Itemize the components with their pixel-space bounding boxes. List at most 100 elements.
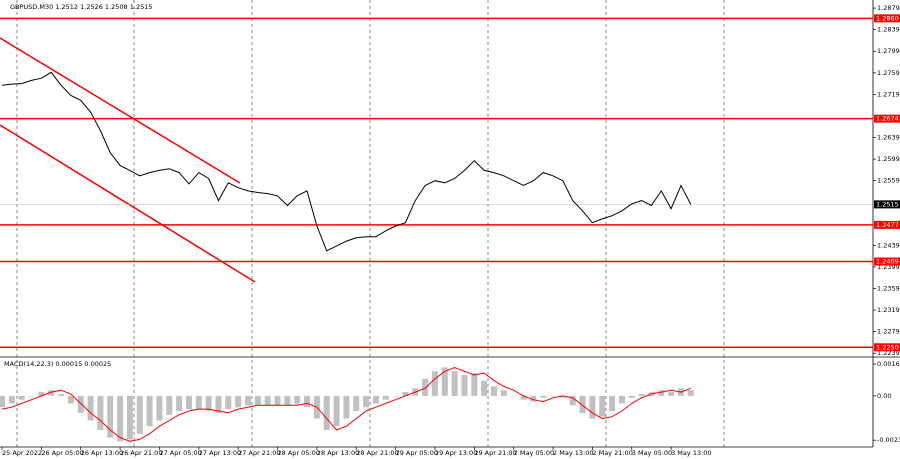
histogram-bar <box>225 395 232 410</box>
x-tick-label: 28 Apr 13:00 <box>317 449 359 457</box>
histogram-bar <box>471 373 478 396</box>
x-tick-label: 2 May 05:00 <box>514 449 554 457</box>
y-tick-label: 1.2399 <box>877 263 900 271</box>
histogram-bar <box>559 395 566 398</box>
histogram-bar <box>8 395 15 404</box>
histogram-bar <box>422 378 429 396</box>
histogram-bar <box>530 395 537 402</box>
x-tick-label: 27 Apr 21:00 <box>238 449 280 457</box>
histogram-bar <box>87 395 94 421</box>
x-tick-label: 28 Apr 21:00 <box>356 449 398 457</box>
histogram-bar <box>609 395 616 412</box>
trend-line <box>0 37 241 184</box>
histogram-bar <box>235 395 242 408</box>
histogram-bar <box>48 390 55 396</box>
histogram-bar <box>668 392 675 396</box>
y-tick-label: 1.2799 <box>877 47 900 55</box>
histogram-bar <box>18 395 25 400</box>
histogram-bar <box>510 395 517 397</box>
x-tick-label: 3 May 13:00 <box>671 449 711 457</box>
histogram-bar <box>245 395 251 406</box>
x-tick-label: 27 Apr 13:00 <box>199 449 241 457</box>
histogram-bar <box>628 395 635 398</box>
y-tick-label: 1.2839 <box>877 26 900 34</box>
period-separators <box>16 0 725 447</box>
histogram-bar <box>579 395 586 413</box>
y-tick-label: 1.2559 <box>877 177 900 185</box>
histogram-bar <box>58 393 65 396</box>
histogram-bar <box>166 395 173 415</box>
histogram-bar <box>343 395 350 419</box>
histogram-bar <box>117 395 124 442</box>
price-line <box>1 71 692 252</box>
histogram-bar <box>569 395 576 406</box>
histogram-bar <box>363 395 370 408</box>
y-tick-label: 1.2759 <box>877 69 900 77</box>
histogram-bar <box>205 395 212 412</box>
histogram-bar <box>274 395 281 406</box>
last-price-label: 1.2515 <box>876 200 899 208</box>
y-tick-label: 1.2359 <box>877 285 900 293</box>
chart-title: GBPUSD,M30 1.2512 1.2526 1.2508 1.2515 <box>10 3 153 11</box>
histogram-bar <box>97 395 104 430</box>
histogram-bar <box>67 395 74 404</box>
histogram-bar <box>540 395 547 398</box>
histogram-bar <box>0 395 5 408</box>
histogram-bar <box>550 395 557 397</box>
x-tick-label: 27 Apr 05:00 <box>159 449 201 457</box>
histogram-bar <box>156 395 163 421</box>
histogram-bar <box>107 395 114 438</box>
last-price-bg <box>874 200 900 209</box>
histogram-bar <box>500 390 507 396</box>
y-tick-label: 1.2279 <box>877 328 900 336</box>
histogram-bar <box>77 395 84 413</box>
histogram-bar <box>618 395 625 404</box>
histogram-bar <box>461 375 468 396</box>
histogram-bar <box>599 395 606 417</box>
histogram-bar <box>136 395 143 434</box>
y-tick-label: 0.00168 <box>877 360 900 368</box>
level-label: 1.2860 <box>876 14 899 22</box>
y-tick-label: 1.2879 <box>877 4 900 12</box>
histogram-bar <box>146 395 153 427</box>
y-tick-label: 1.2439 <box>877 241 900 249</box>
histogram-bar <box>304 395 311 408</box>
y-tick-label: -0.00234 <box>877 436 900 444</box>
y-tick-label: 0.00 <box>877 392 891 400</box>
indicator-title: MACD(14,22,3) 0.00015 0.00025 <box>4 360 111 368</box>
level-label-bg <box>874 343 900 352</box>
histogram-bar <box>638 393 645 396</box>
histogram-bar <box>431 371 438 396</box>
histogram-bar <box>195 395 202 410</box>
y-tick-label: 1.2319 <box>877 306 900 314</box>
level-label-bg <box>874 114 900 123</box>
level-label: 1.2674 <box>876 115 899 123</box>
histogram-bar <box>687 390 694 396</box>
histogram-bar <box>323 395 330 430</box>
x-tick-label: 28 Apr 05:00 <box>278 449 320 457</box>
histogram-bar <box>185 395 192 410</box>
histogram-bar <box>28 395 35 397</box>
histogram-bar <box>451 371 458 396</box>
histogram-bar <box>294 395 301 404</box>
x-tick-label: 26 Apr 21:00 <box>120 449 162 457</box>
histogram-bar <box>38 392 45 396</box>
x-tick-label: 26 Apr 13:00 <box>81 449 123 457</box>
x-tick-label: 29 Apr 21:00 <box>474 449 516 457</box>
histogram-bar <box>264 395 271 406</box>
x-tick-label: 29 Apr 05:00 <box>396 449 438 457</box>
level-label-bg <box>874 220 900 229</box>
histogram-bar <box>284 395 291 406</box>
signal-line <box>1 366 691 442</box>
level-label-bg <box>874 257 900 266</box>
histogram-bar <box>176 395 183 412</box>
histogram-bar <box>215 395 222 413</box>
x-tick-label: 25 Apr 2022 <box>2 449 42 457</box>
histogram-bar <box>254 395 261 406</box>
y-tick-label: 1.2639 <box>877 134 900 142</box>
histogram-bar <box>402 392 409 396</box>
level-label-bg <box>874 14 900 23</box>
histogram-bar <box>382 395 389 400</box>
histogram-bar <box>333 395 340 427</box>
